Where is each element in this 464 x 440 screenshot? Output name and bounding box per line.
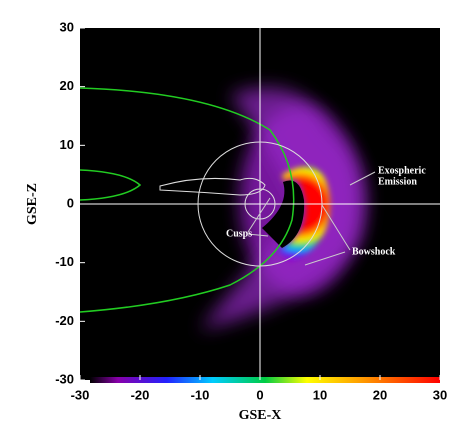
y-tick-label: -20 xyxy=(55,313,74,328)
bowshock-emission xyxy=(278,166,331,262)
arrow xyxy=(321,204,351,251)
emission-haze xyxy=(200,87,366,330)
orbit-circle xyxy=(197,141,323,267)
x-tick-label: 0 xyxy=(256,387,263,402)
y-tick-label: -10 xyxy=(55,254,74,269)
colorbar xyxy=(90,377,440,383)
y-tick-label: 30 xyxy=(60,19,74,34)
y-tick-label: -30 xyxy=(55,371,74,386)
x-tick-label: -20 xyxy=(131,387,150,402)
annotation: Exospheric xyxy=(378,165,426,176)
annotation: Cusps xyxy=(226,228,252,239)
arrow xyxy=(247,233,269,237)
earth-circle xyxy=(244,188,276,220)
x-tick-label: 10 xyxy=(313,387,327,402)
x-tick-label: -30 xyxy=(71,387,90,402)
contour xyxy=(159,177,266,196)
magnetopause-tail xyxy=(79,169,142,201)
annotation: Emission xyxy=(378,176,417,187)
x-tick-label: 20 xyxy=(373,387,387,402)
x-tick-label: 30 xyxy=(433,387,447,402)
arrow xyxy=(349,171,376,186)
y-axis-label: GSE-Z xyxy=(25,183,40,225)
arrow xyxy=(247,197,271,233)
magnetopause xyxy=(79,87,295,313)
annotation: Bowshock xyxy=(352,246,396,257)
arrow xyxy=(304,251,346,266)
plot-area xyxy=(79,28,440,383)
x-axis-label: GSE-X xyxy=(239,408,282,423)
x-tick-label: -10 xyxy=(191,387,210,402)
y-tick-label: 10 xyxy=(60,137,74,152)
y-tick-label: 20 xyxy=(60,78,74,93)
y-tick-label: 0 xyxy=(67,195,74,210)
